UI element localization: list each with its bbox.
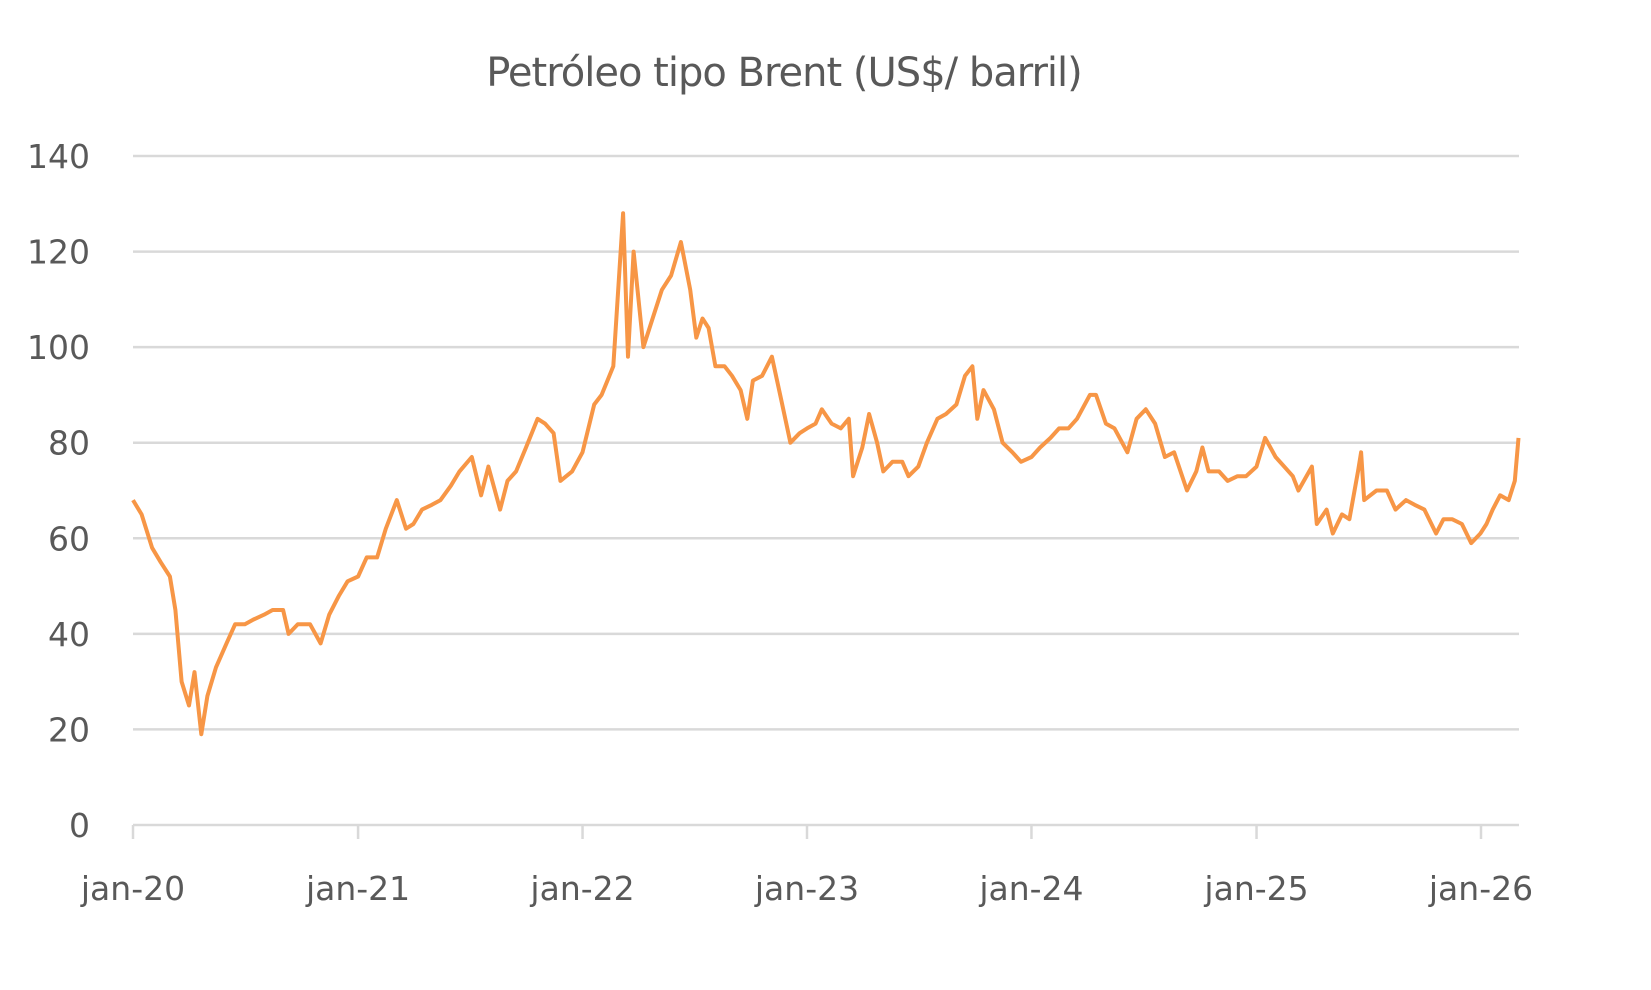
y-tick-label-20: 20 [48, 710, 90, 749]
y-tick-label-80: 80 [48, 424, 90, 463]
x-tick-label-jan-22: jan-22 [529, 869, 634, 908]
x-tick-label-jan-26: jan-26 [1428, 869, 1533, 908]
x-tick-label-jan-21: jan-21 [305, 869, 410, 908]
x-tick-label-jan-20: jan-20 [80, 869, 185, 908]
x-tick-label-jan-25: jan-25 [1203, 869, 1308, 908]
y-tick-label-140: 140 [27, 137, 90, 176]
y-tick-label-120: 120 [27, 233, 90, 272]
y-tick-label-40: 40 [48, 615, 90, 654]
brent-price-line [131, 211, 1521, 737]
y-tick-label-0: 0 [69, 806, 90, 845]
chart-title: Petróleo tipo Brent (US$/ barril) [486, 50, 1082, 96]
series-brent [131, 211, 1521, 737]
x-tick-label-jan-23: jan-23 [754, 869, 859, 908]
y-tick-label-60: 60 [48, 519, 90, 558]
x-tick-label-jan-24: jan-24 [978, 869, 1083, 908]
y-axis-ticks: 0 20 40 60 80 100 120 140 [27, 137, 90, 845]
y-tick-label-100: 100 [27, 328, 90, 367]
x-axis: jan-20 jan-21 jan-22 jan-23 jan-24 jan-25 jan-… [80, 823, 1533, 908]
gridlines [133, 154, 1519, 731]
